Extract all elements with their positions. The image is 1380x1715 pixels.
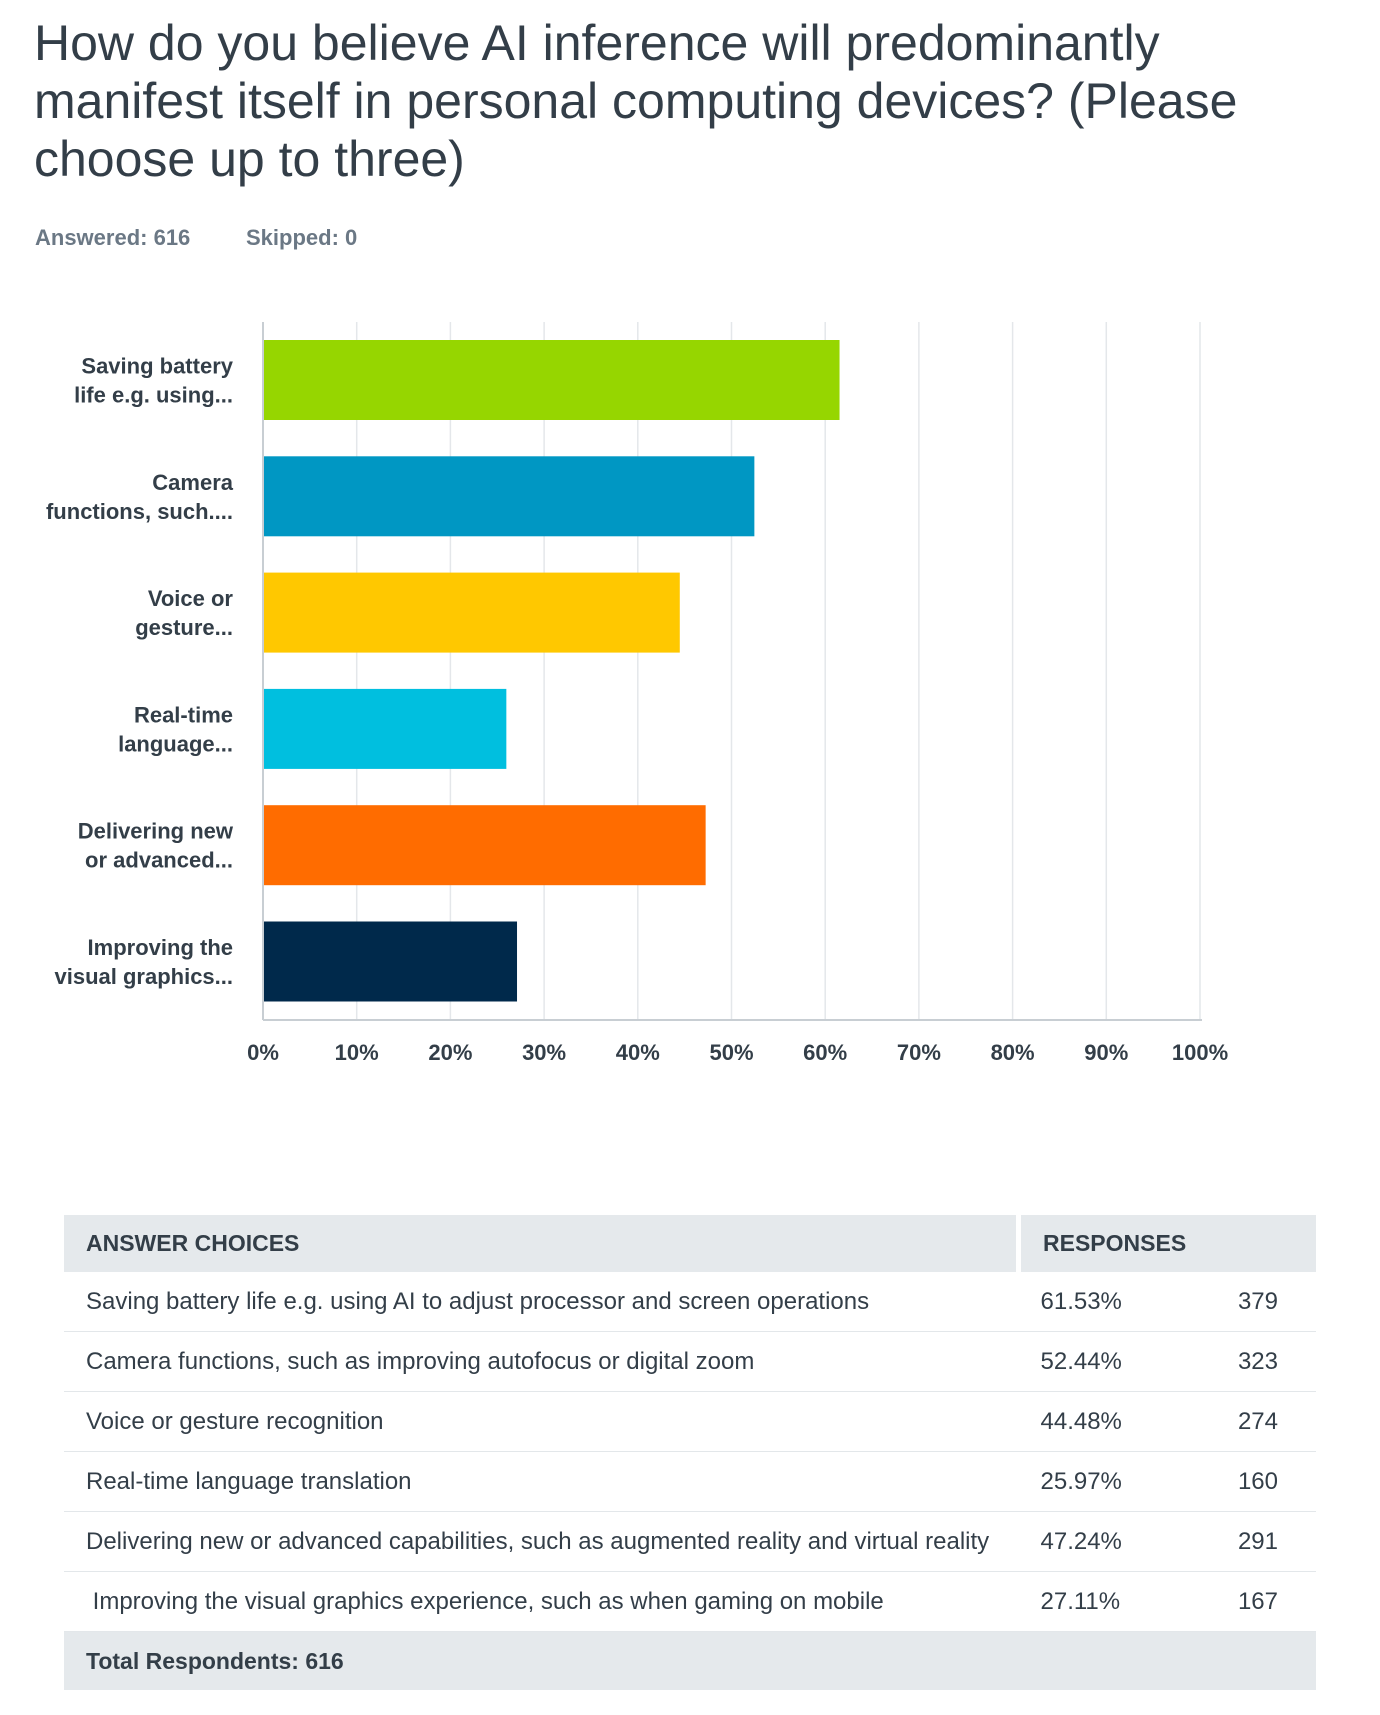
x-tick-label: 20% — [428, 1040, 472, 1065]
response-count: 379 — [1210, 1272, 1316, 1332]
response-percent: 52.44% — [1018, 1331, 1211, 1392]
x-tick-label: 50% — [709, 1040, 753, 1065]
responses-table: ANSWER CHOICES RESPONSES Saving battery … — [64, 1215, 1316, 1690]
category-labels: Saving battery life e.g. using... Camera fu… — [46, 354, 234, 990]
bar — [263, 805, 706, 886]
bar — [263, 688, 507, 769]
response-percent: 25.97% — [1018, 1451, 1211, 1512]
category-label: Saving battery life e.g. using... — [74, 354, 234, 408]
answer-choice: Camera functions, such as improving auto… — [64, 1331, 1019, 1392]
table-row: Voice or gesture recognition 44.48% 274 — [64, 1391, 1316, 1452]
table-row: Improving the visual graphics experience… — [64, 1571, 1316, 1632]
response-percent: 61.53% — [1018, 1272, 1211, 1332]
x-tick-label: 70% — [897, 1040, 941, 1065]
response-percent: 27.11% — [1018, 1571, 1211, 1632]
table-row: Saving battery life e.g. using AI to adj… — [64, 1272, 1316, 1332]
answer-choice: Real-time language translation — [64, 1451, 1019, 1512]
category-label: Camera functions, such.... — [46, 470, 234, 524]
x-tick-label: 100% — [1172, 1040, 1228, 1065]
response-count: 323 — [1210, 1331, 1316, 1392]
table-footer-row: Total Respondents: 616 — [64, 1631, 1316, 1690]
bar — [263, 572, 680, 653]
answer-choice: Voice or gesture recognition — [64, 1391, 1019, 1452]
header-responses: RESPONSES — [1043, 1230, 1187, 1256]
table-row: Delivering new or advanced capabilities,… — [64, 1511, 1316, 1572]
x-tick-label: 90% — [1084, 1040, 1128, 1065]
category-label: Delivering new or advanced... — [78, 819, 234, 873]
category-label: Real-time language... — [118, 702, 233, 756]
skipped-count: Skipped: 0 — [246, 225, 358, 250]
response-percent: 44.48% — [1018, 1391, 1211, 1452]
x-tick-label: 10% — [335, 1040, 379, 1065]
response-percent: 47.24% — [1018, 1511, 1211, 1572]
x-tick-labels: 0% 10% 20% 30% 40% 50% 60% 70% 80% 90% 100% — [247, 1040, 1228, 1065]
answer-choice: Improving the visual graphics experience… — [64, 1571, 1019, 1632]
table-header-row: ANSWER CHOICES RESPONSES — [64, 1215, 1316, 1272]
question-title: How do you believe AI inference will pre… — [34, 15, 1238, 187]
response-count: 160 — [1210, 1451, 1316, 1512]
total-respondents: Total Respondents: 616 — [64, 1631, 1316, 1690]
category-label: Voice or gesture... — [135, 586, 233, 640]
bar — [263, 921, 518, 1002]
x-tick-label: 30% — [522, 1040, 566, 1065]
axes — [262, 322, 1202, 1021]
bar-chart: Saving battery life e.g. using... Camera fu… — [46, 322, 1228, 1065]
table-row: Real-time language translation 25.97% 16… — [64, 1451, 1316, 1512]
answer-choice: Delivering new or advanced capabilities,… — [64, 1511, 1019, 1572]
x-tick-label: 60% — [803, 1040, 847, 1065]
response-count: 167 — [1210, 1571, 1316, 1632]
bar — [263, 340, 840, 420]
answer-choice: Saving battery life e.g. using AI to adj… — [64, 1272, 1019, 1332]
x-tick-label: 40% — [616, 1040, 660, 1065]
bar — [263, 456, 755, 537]
x-tick-label: 80% — [991, 1040, 1035, 1065]
bars — [263, 340, 840, 1002]
table-row: Camera functions, such as improving auto… — [64, 1331, 1316, 1392]
header-answer-choices: ANSWER CHOICES — [64, 1215, 1021, 1272]
response-count: 291 — [1210, 1511, 1316, 1572]
response-count: 274 — [1210, 1391, 1316, 1452]
category-label: Improving the visual graphics... — [54, 935, 233, 989]
x-tick-label: 0% — [247, 1040, 279, 1065]
gridlines — [355, 322, 1201, 1020]
answered-count: Answered: 616 — [35, 225, 191, 250]
